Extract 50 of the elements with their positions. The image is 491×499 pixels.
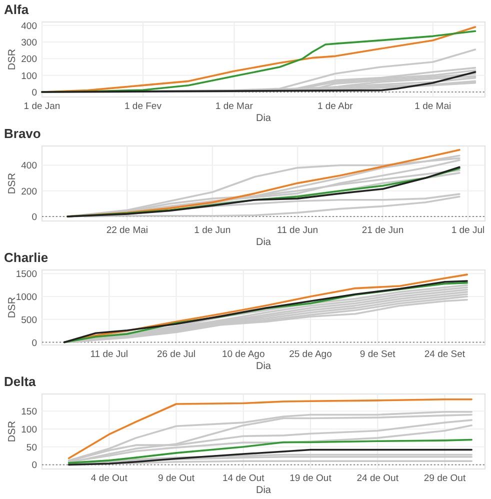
y-tick-label: 0	[32, 460, 37, 472]
x-tick-label: 1 de Jun	[194, 225, 231, 236]
x-tick-label: 11 de Jun	[277, 225, 318, 236]
y-tick-label: 400	[21, 20, 37, 32]
y-tick-label: 200	[21, 54, 37, 66]
x-tick-label: 1 de Mai	[414, 101, 452, 112]
x-tick-label: 10 de Ago	[222, 349, 265, 360]
y-tick-label: 1500	[16, 269, 37, 280]
x-tick-label: 1 de Jul	[451, 225, 485, 236]
x-tick-label: 24 de Out	[356, 473, 399, 484]
y-tick-label: 300	[21, 38, 37, 48]
x-tick-label: 21 de Jun	[362, 225, 404, 236]
y-tick-label: 0	[32, 212, 37, 224]
x-tick-label: 19 de Out	[290, 473, 332, 484]
x-axis-title: Dia	[256, 113, 272, 124]
y-axis-title: DSR	[7, 48, 18, 70]
y-tick-label: 400	[21, 160, 37, 172]
x-tick-label: 29 de Out	[424, 473, 466, 484]
x-tick-label: 22 de Mai	[106, 225, 148, 236]
x-tick-label: 1 de Fev	[124, 101, 162, 112]
chart-title: Delta	[4, 374, 37, 389]
x-tick-label: 1 de Mar	[215, 101, 253, 112]
x-tick-label: 1 de Abr	[317, 101, 353, 112]
y-tick-label: 200	[21, 186, 37, 198]
y-tick-label: 0	[32, 88, 37, 98]
y-tick-label: 150	[21, 406, 37, 418]
x-axis-title: Dia	[256, 361, 272, 372]
y-axis-title: DSR	[7, 296, 18, 318]
y-tick-label: 1000	[16, 292, 37, 304]
x-tick-label: 24 de Set	[424, 349, 466, 360]
y-tick-label: 500	[21, 314, 37, 326]
y-tick-label: 100	[21, 70, 37, 82]
x-axis-title: Dia	[256, 237, 272, 248]
x-tick-label: 4 de Out	[90, 473, 128, 484]
chart-title: Bravo	[4, 126, 41, 141]
y-tick-label: 50	[26, 442, 37, 454]
x-tick-label: 1 de Jan	[24, 101, 60, 112]
x-tick-label: 9 de Out	[158, 473, 195, 484]
y-axis-title: DSR	[7, 420, 18, 442]
x-tick-label: 9 de Set	[360, 349, 396, 360]
x-tick-label: 11 de Jul	[90, 349, 128, 360]
x-tick-label: 14 de Out	[222, 473, 265, 484]
chart-title: Alfa	[4, 2, 30, 17]
x-axis-title: Dia	[256, 485, 272, 496]
x-tick-label: 25 de Ago	[289, 349, 332, 360]
y-tick-label: 100	[21, 424, 37, 436]
y-axis-title: DSR	[7, 172, 18, 194]
chart-title: Charlie	[4, 250, 48, 265]
x-tick-label: 26 de Jul	[156, 349, 196, 360]
y-tick-label: 0	[32, 338, 37, 349]
